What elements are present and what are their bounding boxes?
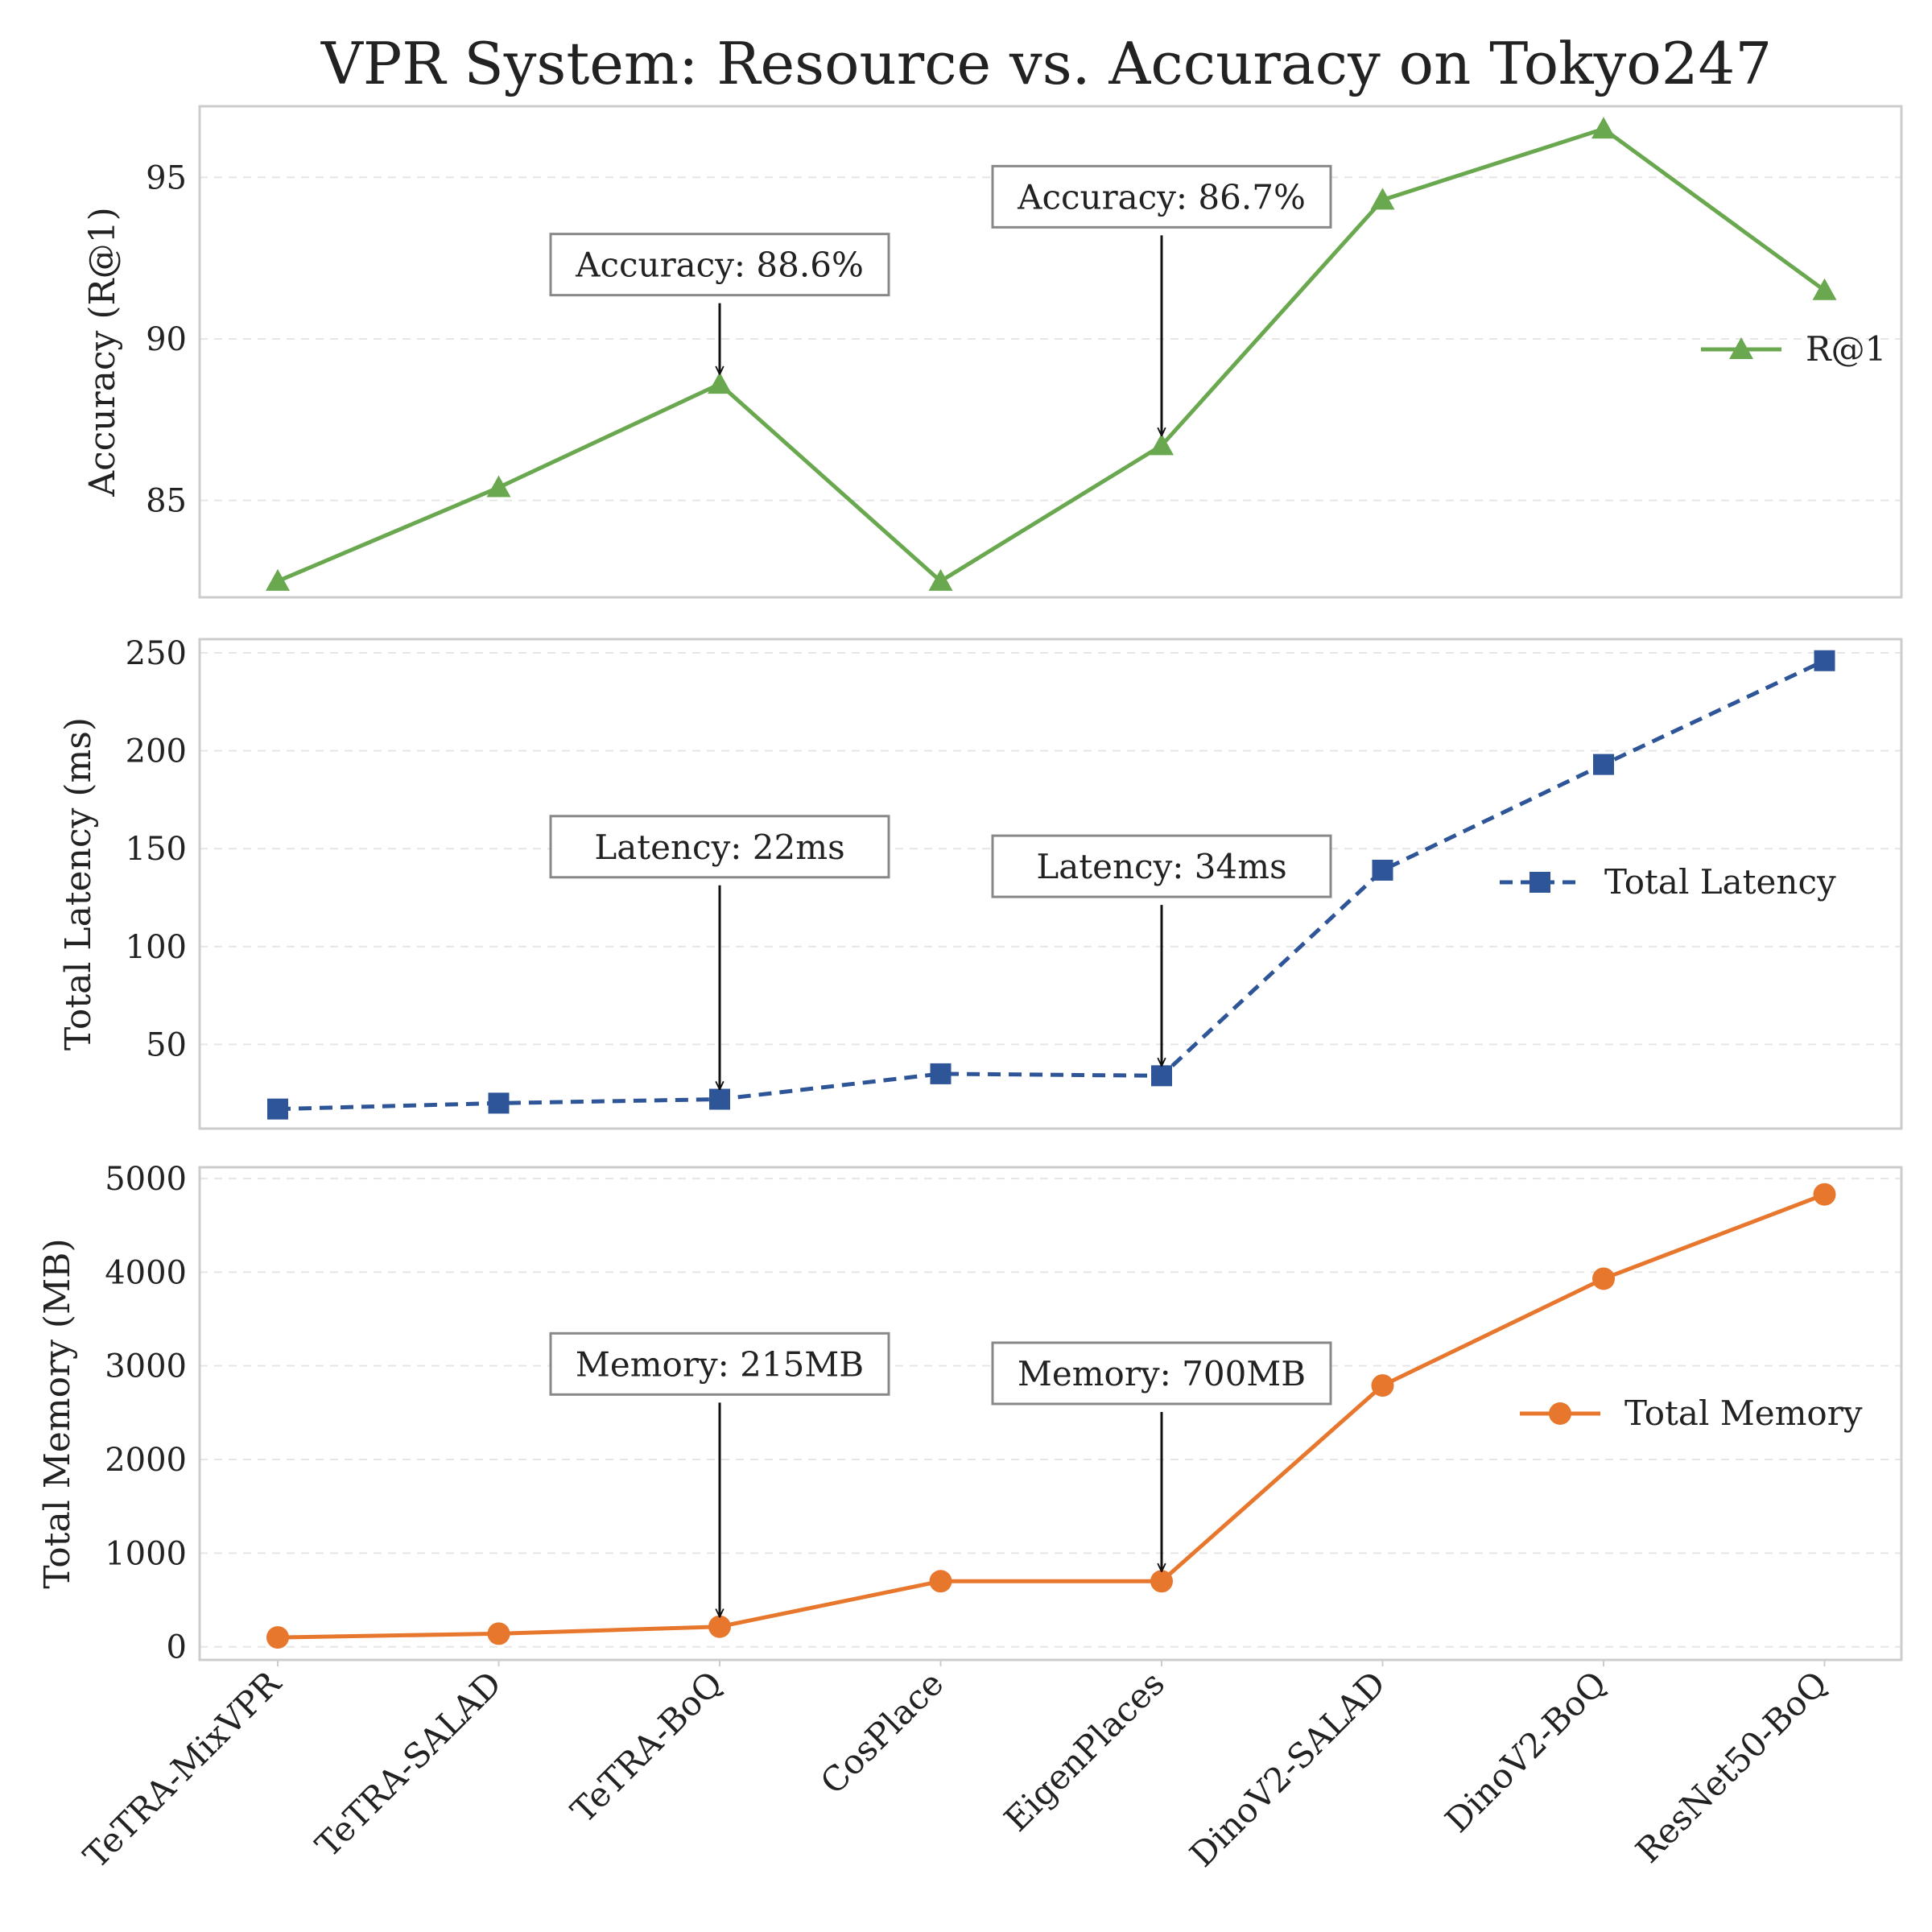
legend-label: Total Latency <box>1604 862 1836 902</box>
annotation-label: Latency: 22ms <box>594 828 844 867</box>
annotation: Accuracy: 86.7% <box>991 164 1332 436</box>
x-tick-labels: TeTRA-MixVPR TeTRA-SALAD TeTRA-BoQ CosPlace… <box>76 1660 1835 1876</box>
annotation-label: Memory: 700MB <box>1018 1354 1306 1393</box>
data-point <box>1150 1570 1173 1593</box>
annotation-box <box>549 1331 890 1396</box>
data-point <box>486 475 511 497</box>
y-tick-label: 150 <box>126 831 187 868</box>
series-line-accuracy <box>277 126 1826 584</box>
data-point <box>1372 859 1393 881</box>
legend-label: Total Memory <box>1624 1393 1863 1433</box>
data-point <box>929 1570 952 1593</box>
data-point <box>1591 117 1616 139</box>
data-point <box>709 1088 730 1110</box>
data-point <box>1593 753 1614 775</box>
data-point <box>487 1622 510 1645</box>
legend-label: R@1 <box>1806 329 1886 369</box>
annotation-box <box>549 233 890 297</box>
y-tick-label: 100 <box>126 929 187 966</box>
annotation: Memory: 215MB <box>549 1331 890 1616</box>
y-tick-label: 200 <box>126 733 187 770</box>
annotation-box <box>991 1341 1332 1406</box>
y-tick-label: 1000 <box>105 1535 187 1572</box>
y-tick-label: 250 <box>126 635 187 672</box>
annotation-label: Accuracy: 86.7% <box>1017 177 1306 217</box>
panel-accuracy: 85 90 95 Accuracy (R@1) R@1 Accuracy: 88.6% Ac… <box>82 105 1903 599</box>
chart-panels: 85 90 95 Accuracy (R@1) R@1 Accuracy: 88.6% Ac… <box>37 105 1903 1666</box>
legend-marker <box>1729 337 1753 359</box>
y-axis-label: Accuracy (R@1) <box>82 207 123 497</box>
annotation-label: Latency: 34ms <box>1036 847 1286 886</box>
data-point <box>928 568 953 591</box>
x-tick-label: TeTRA-SALAD <box>308 1663 509 1864</box>
annotation-label: Memory: 215MB <box>576 1344 864 1384</box>
data-point <box>1592 1267 1615 1290</box>
data-point <box>1371 1374 1394 1397</box>
data-point <box>1370 188 1395 210</box>
annotation: Latency: 34ms <box>991 834 1332 1066</box>
chart-title: VPR System: Resource vs. Accuracy on Tok… <box>320 30 1772 97</box>
x-tick-label: EigenPlaces <box>997 1663 1172 1839</box>
data-point <box>930 1063 952 1084</box>
annotation: Accuracy: 88.6% <box>549 233 890 374</box>
legend-memory: Total Memory <box>1520 1393 1863 1433</box>
data-point <box>1812 278 1837 300</box>
y-axis-label: Total Memory (MB) <box>37 1238 78 1588</box>
axes-frame <box>198 638 1903 1130</box>
y-tick-label: 90 <box>146 321 187 358</box>
data-point <box>1151 1065 1172 1087</box>
data-point <box>488 1092 510 1114</box>
y-tick-label: 50 <box>146 1026 187 1063</box>
data-point <box>708 1615 731 1638</box>
data-point <box>266 1626 289 1649</box>
legend-marker <box>1549 1402 1571 1425</box>
annotation: Memory: 700MB <box>991 1341 1332 1571</box>
panel-memory: 0 1000 2000 3000 4000 5000 Total Memory (MB) To… <box>37 1161 1903 1666</box>
series-line-latency <box>277 658 1826 1112</box>
data-point <box>1813 1183 1836 1206</box>
y-tick-label: 85 <box>146 483 187 520</box>
data-point <box>1814 650 1835 671</box>
x-tick-label: TeTRA-MixVPR <box>76 1662 289 1876</box>
y-tick-label: 4000 <box>105 1254 187 1291</box>
annotation-box <box>549 815 890 879</box>
x-tick-label: CosPlace <box>813 1663 952 1802</box>
x-tick-label: TeTRA-BoQ <box>564 1663 730 1830</box>
x-tick-label: DinoV2-SALAD <box>1182 1663 1393 1874</box>
y-tick-label: 2000 <box>105 1442 187 1479</box>
y-tick-label: 0 <box>167 1629 187 1666</box>
y-tick-label: 3000 <box>105 1348 187 1385</box>
y-tick-label: 5000 <box>105 1161 187 1198</box>
data-point <box>708 372 732 394</box>
axes-frame <box>198 105 1903 599</box>
data-point <box>1150 433 1174 456</box>
annotation-box <box>991 164 1332 229</box>
x-tick-label: DinoV2-BoQ <box>1438 1663 1614 1839</box>
x-tick-label: ResNet50-BoQ <box>1628 1663 1835 1870</box>
annotation-label: Accuracy: 88.6% <box>575 246 864 285</box>
y-axis-label: Total Latency (ms) <box>58 717 99 1051</box>
axes-frame <box>198 1166 1903 1662</box>
annotation: Latency: 22ms <box>549 815 890 1090</box>
y-tick-label: 95 <box>146 159 187 196</box>
data-point <box>266 568 290 591</box>
legend-marker <box>1530 872 1550 893</box>
legend-latency: Total Latency <box>1500 862 1836 902</box>
annotation-box <box>991 834 1332 898</box>
data-point <box>267 1098 288 1120</box>
series-line-memory <box>277 1192 1826 1640</box>
legend-accuracy: R@1 <box>1701 329 1886 369</box>
panel-latency: 50 100 150 200 250 Total Latency (ms) Total La… <box>58 635 1903 1130</box>
